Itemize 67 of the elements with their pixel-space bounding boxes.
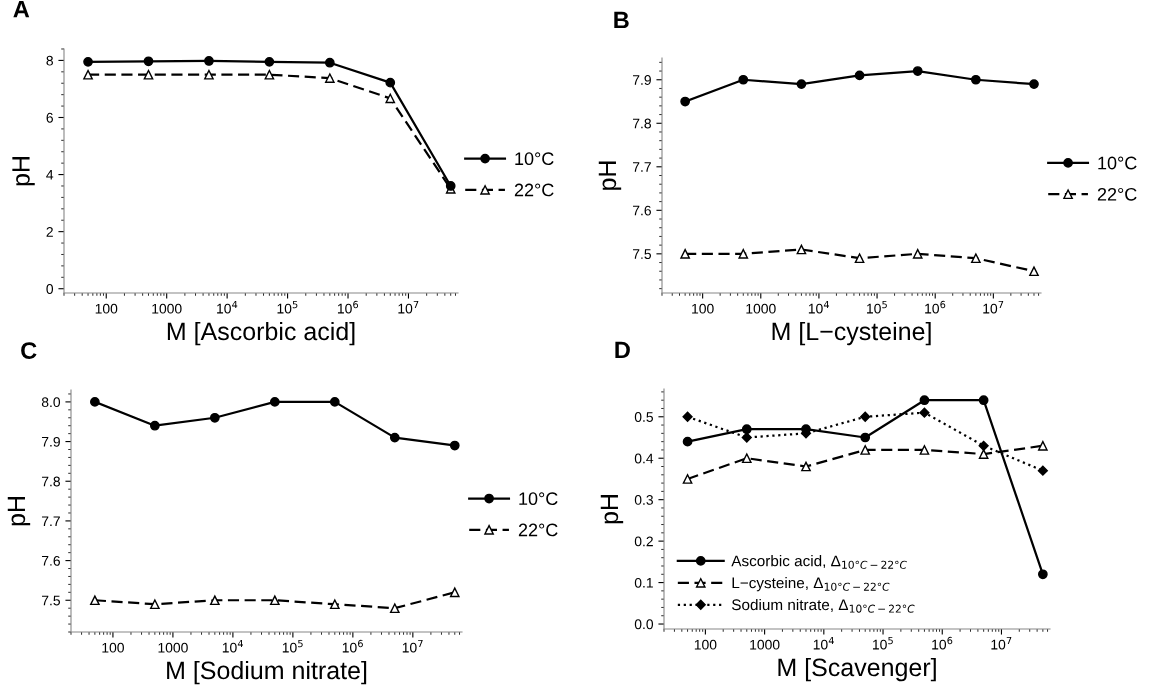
y-tick-label: 0.5 [634, 412, 653, 422]
x-tick-label: 10$^{4}$ [217, 300, 238, 314]
chart-title: B [614, 11, 629, 29]
y-tick-label: 0.3 [634, 495, 653, 505]
x-tick-label: 100 [95, 303, 118, 314]
legend-label: 10°C [1098, 156, 1137, 170]
y-tick-label: 7.7 [41, 516, 60, 526]
y-axis-title: pH [600, 495, 624, 524]
y-tick-label: 7.5 [41, 595, 60, 606]
y-tick-label: 8.0 [41, 397, 61, 408]
x-tick-label: 100 [692, 303, 714, 314]
legend-label: 22°C [1097, 187, 1137, 201]
x-tick-label: 10$^{5}$ [867, 300, 887, 314]
y-tick-label: 0.0 [634, 619, 654, 630]
x-tick-label: 10$^{7}$ [983, 300, 1004, 314]
x-tick-label: 10$^{7}$ [991, 636, 1012, 650]
y-tick-label: 7.9 [41, 436, 60, 447]
x-tick-label: 10$^{5}$ [277, 300, 298, 314]
x-tick-label: 10$^{6}$ [925, 300, 946, 314]
y-tick-label: 7.8 [41, 476, 60, 487]
x-tick-label: 10$^{7}$ [402, 639, 423, 653]
y-tick-label: 7.6 [41, 555, 60, 566]
y-tick-label: 0.2 [634, 536, 653, 547]
x-tick-label: 10$^{5}$ [872, 636, 893, 650]
x-tick-label: 10$^{4}$ [813, 636, 834, 650]
x-tick-label: 1000 [746, 303, 776, 314]
legend-label: Ascorbic acid, Δ$_{10°C−22°C}$ [731, 555, 907, 569]
x-tick-label: 100 [694, 639, 717, 650]
y-axis-title: pH [12, 157, 35, 186]
chart-title: D [615, 341, 630, 359]
y-tick-label: 0 [46, 284, 54, 294]
y-tick-label: 6 [46, 112, 53, 123]
x-tick-label: 10$^{7}$ [398, 300, 419, 314]
y-tick-label: 7.6 [632, 205, 651, 216]
legend-label: 10°C [519, 492, 558, 506]
x-tick-label: 10$^{6}$ [932, 636, 953, 650]
y-tick-label: 0.4 [634, 453, 654, 464]
x-axis-title: M [L−cysteine] [772, 321, 931, 346]
y-tick-label: 8 [46, 55, 53, 66]
x-axis-title: M [Scavenger] [778, 657, 936, 682]
x-tick-label: 10$^{4}$ [222, 639, 243, 653]
x-tick-label: 100 [102, 642, 124, 653]
x-tick-label: 10$^{4}$ [808, 300, 830, 314]
x-tick-label: 1000 [158, 642, 188, 653]
y-axis-title: pH [598, 161, 622, 190]
y-tick-label: 2 [46, 226, 53, 237]
legend-label: L−cysteine, Δ$_{10°C−22°C}$ [732, 577, 890, 592]
x-axis-title: M [Sodium nitrate] [167, 660, 367, 685]
x-tick-label: 1000 [152, 303, 182, 314]
y-tick-label: 4 [46, 170, 54, 180]
x-tick-label: 10$^{6}$ [337, 300, 359, 314]
y-tick-label: 7.7 [632, 162, 651, 172]
y-tick-label: 0.1 [634, 577, 653, 588]
legend-label: 22°C [518, 523, 558, 537]
chart-title: A [13, 1, 30, 18]
legend-label: 22°C [514, 183, 554, 197]
x-tick-label: 10$^{5}$ [282, 639, 303, 653]
x-axis-title: M [Ascorbic acid] [167, 321, 355, 346]
legend-label: 10°C [515, 152, 554, 166]
x-tick-label: 1000 [750, 639, 780, 650]
chart-title: C [21, 342, 37, 359]
x-tick-label: 10$^{6}$ [342, 639, 363, 653]
y-axis-title: pH [7, 497, 31, 526]
y-tick-label: 7.9 [632, 75, 651, 85]
y-tick-label: 7.5 [632, 249, 651, 259]
y-tick-label: 7.8 [632, 118, 651, 129]
legend-label: Sodium nitrate, Δ$_{10°C−22°C}$ [732, 598, 915, 613]
